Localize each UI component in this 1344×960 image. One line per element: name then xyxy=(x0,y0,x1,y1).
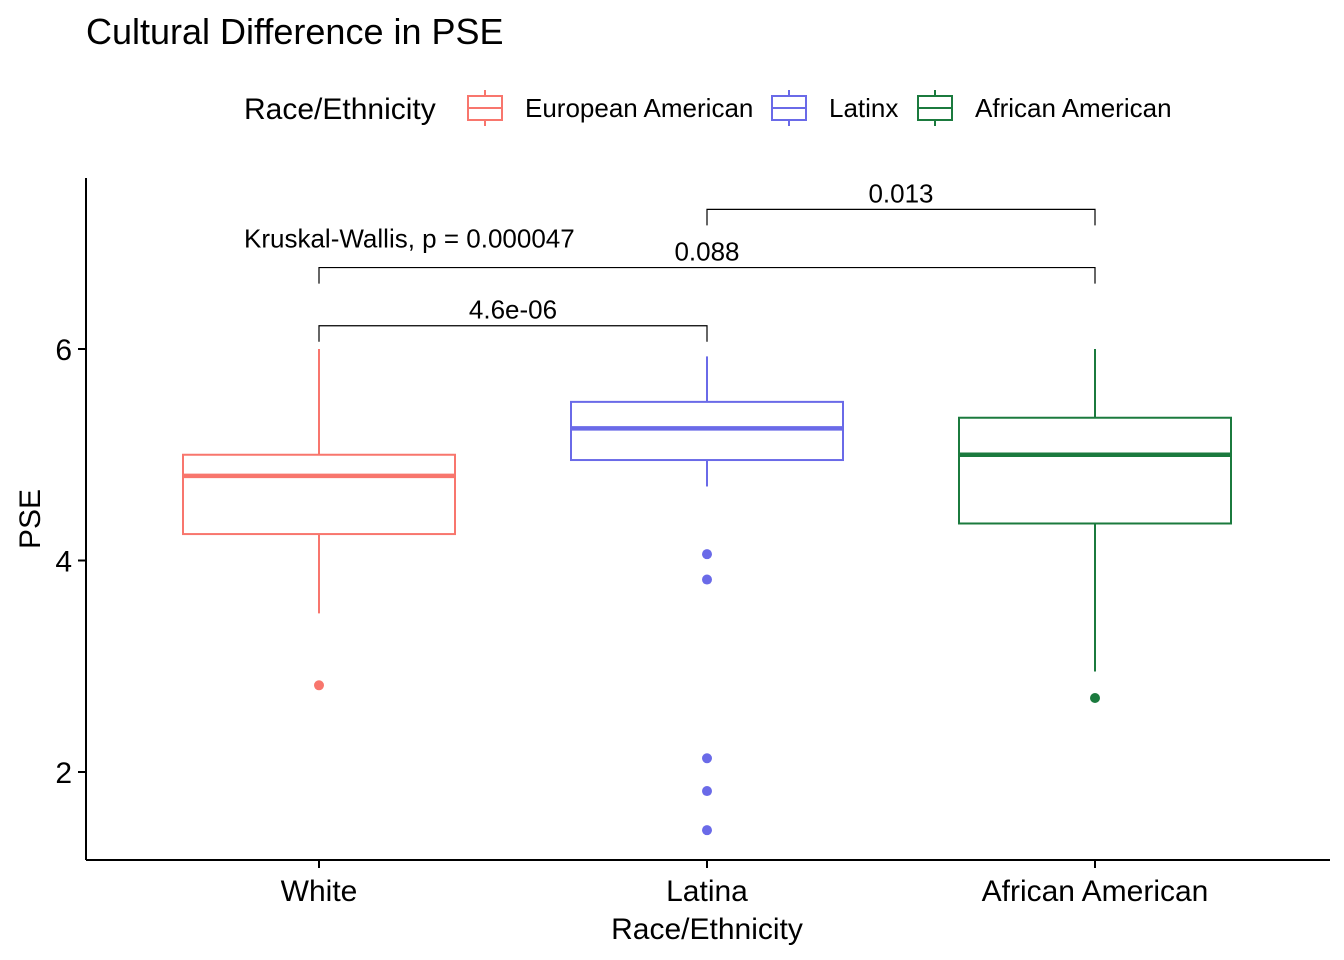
legend-entry-label: African American xyxy=(975,93,1172,123)
y-tick-label: 6 xyxy=(55,334,72,367)
y-tick-label: 2 xyxy=(55,757,72,790)
legend-entry-label: European American xyxy=(525,93,753,123)
outlier-point xyxy=(702,825,712,836)
box-iqr xyxy=(958,416,1232,525)
legend: Race/Ethnicity European American Latinx Af… xyxy=(244,90,1172,126)
legend-key-african-american: African American xyxy=(917,90,1172,126)
y-tick-label: 4 xyxy=(55,546,72,579)
x-tick-label: White xyxy=(281,875,358,908)
box-white xyxy=(182,349,456,691)
legend-key-latinx: Latinx xyxy=(771,90,898,126)
bracket-line xyxy=(318,325,708,342)
box-latina xyxy=(570,356,844,836)
p-value-label: 0.013 xyxy=(868,178,933,208)
x-axis-label: Race/Ethnicity xyxy=(611,913,803,946)
kruskal-wallis-label: Kruskal-Wallis, p = 0.000047 xyxy=(244,223,575,253)
p-value-label: 0.088 xyxy=(674,237,739,267)
box-iqr xyxy=(570,400,844,462)
bracket-line xyxy=(706,208,1096,226)
p-value-label: 4.6e-06 xyxy=(469,295,557,325)
comparison-bracket: 0.013 xyxy=(706,178,1096,226)
outlier-point xyxy=(702,574,712,585)
boxes xyxy=(182,349,1232,836)
comparison-bracket: 0.088 xyxy=(318,237,1096,284)
legend-entry-label: Latinx xyxy=(829,93,898,123)
x-tick-label: African American xyxy=(982,875,1209,908)
outlier-point xyxy=(702,549,712,560)
axes: 2 4 6 White Latina African American xyxy=(55,178,1330,908)
comparison-bracket: 4.6e-06 xyxy=(318,295,708,342)
outlier-point xyxy=(1090,692,1100,703)
annotations: 4.6e-06 0.088 0.013 Kruskal-Wallis, p = 0.0… xyxy=(244,178,1096,342)
bracket-line xyxy=(318,266,1096,284)
legend-title: Race/Ethnicity xyxy=(244,93,436,126)
legend-key-european-american: European American xyxy=(467,90,753,126)
outlier-point xyxy=(314,680,324,691)
y-axis-label: PSE xyxy=(14,489,47,549)
chart-title: Cultural Difference in PSE xyxy=(86,11,504,52)
box-iqr xyxy=(182,453,456,536)
outlier-point xyxy=(702,753,712,764)
box-african-american xyxy=(958,349,1232,703)
outlier-point xyxy=(702,786,712,797)
x-tick-label: Latina xyxy=(666,875,748,908)
